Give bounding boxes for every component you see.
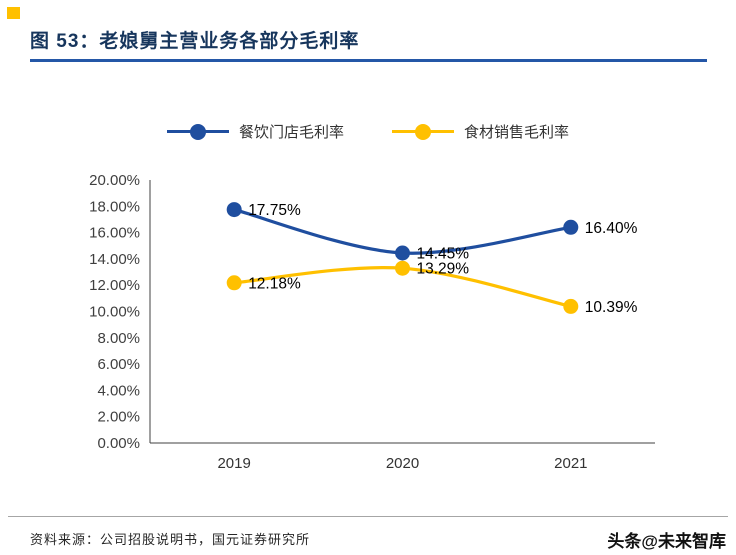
data-point (563, 219, 579, 235)
y-tick-label: 8.00% (97, 330, 140, 347)
y-tick-label: 12.00% (89, 277, 140, 294)
data-label: 12.18% (248, 275, 301, 292)
data-label: 13.29% (417, 261, 470, 278)
legend-label: 食材销售毛利率 (464, 124, 570, 141)
y-tick-label: 18.00% (89, 198, 140, 215)
source-note: 资料来源：公司招股说明书，国元证券研究所 (30, 532, 311, 547)
data-point (395, 260, 410, 276)
legend-dot-icon (189, 123, 206, 140)
data-label: 16.40% (585, 220, 638, 237)
footer-divider (8, 516, 728, 517)
title-divider (30, 59, 707, 62)
x-axis-label: 2020 (386, 455, 419, 472)
legend-dot-icon (415, 123, 431, 140)
data-point (395, 245, 410, 261)
data-label: 10.39% (585, 299, 638, 316)
legend-line-marker-icon (392, 123, 454, 140)
y-tick-label: 2.00% (97, 409, 140, 426)
legend-item-food-sales: 食材销售毛利率 (392, 121, 569, 142)
chart-legend: 餐饮门店毛利率 食材销售毛利率 (0, 121, 736, 142)
y-tick-label: 20.00% (89, 172, 140, 189)
legend-label: 餐饮门店毛利率 (238, 124, 344, 141)
x-axis-label: 2021 (554, 455, 587, 472)
data-label: 17.75% (248, 202, 301, 219)
y-tick-label: 4.00% (97, 382, 140, 399)
y-tick-label: 6.00% (97, 356, 140, 373)
title-accent-square (7, 7, 20, 19)
y-tick-label: 14.00% (89, 251, 140, 268)
legend-item-restaurant: 餐饮门店毛利率 (166, 121, 344, 142)
line-chart: 0.00% 2.00% 4.00% 6.00% 8.00% 10.00% 12.00% 14.… (89, 172, 655, 472)
legend-line-marker-icon (166, 123, 229, 140)
y-tick-label: 10.00% (89, 304, 140, 321)
x-axis-label: 2019 (217, 455, 250, 472)
y-tick-label: 16.00% (89, 225, 140, 242)
data-label: 14.45% (417, 246, 470, 263)
data-point (563, 298, 579, 314)
watermark: 头条@未来智库 (607, 532, 726, 551)
data-point (226, 275, 242, 291)
data-point (226, 202, 242, 218)
figure-title: 图 53：老娘舅主营业务各部分毛利率 (30, 31, 360, 52)
y-tick-label: 0.00% (97, 435, 140, 452)
